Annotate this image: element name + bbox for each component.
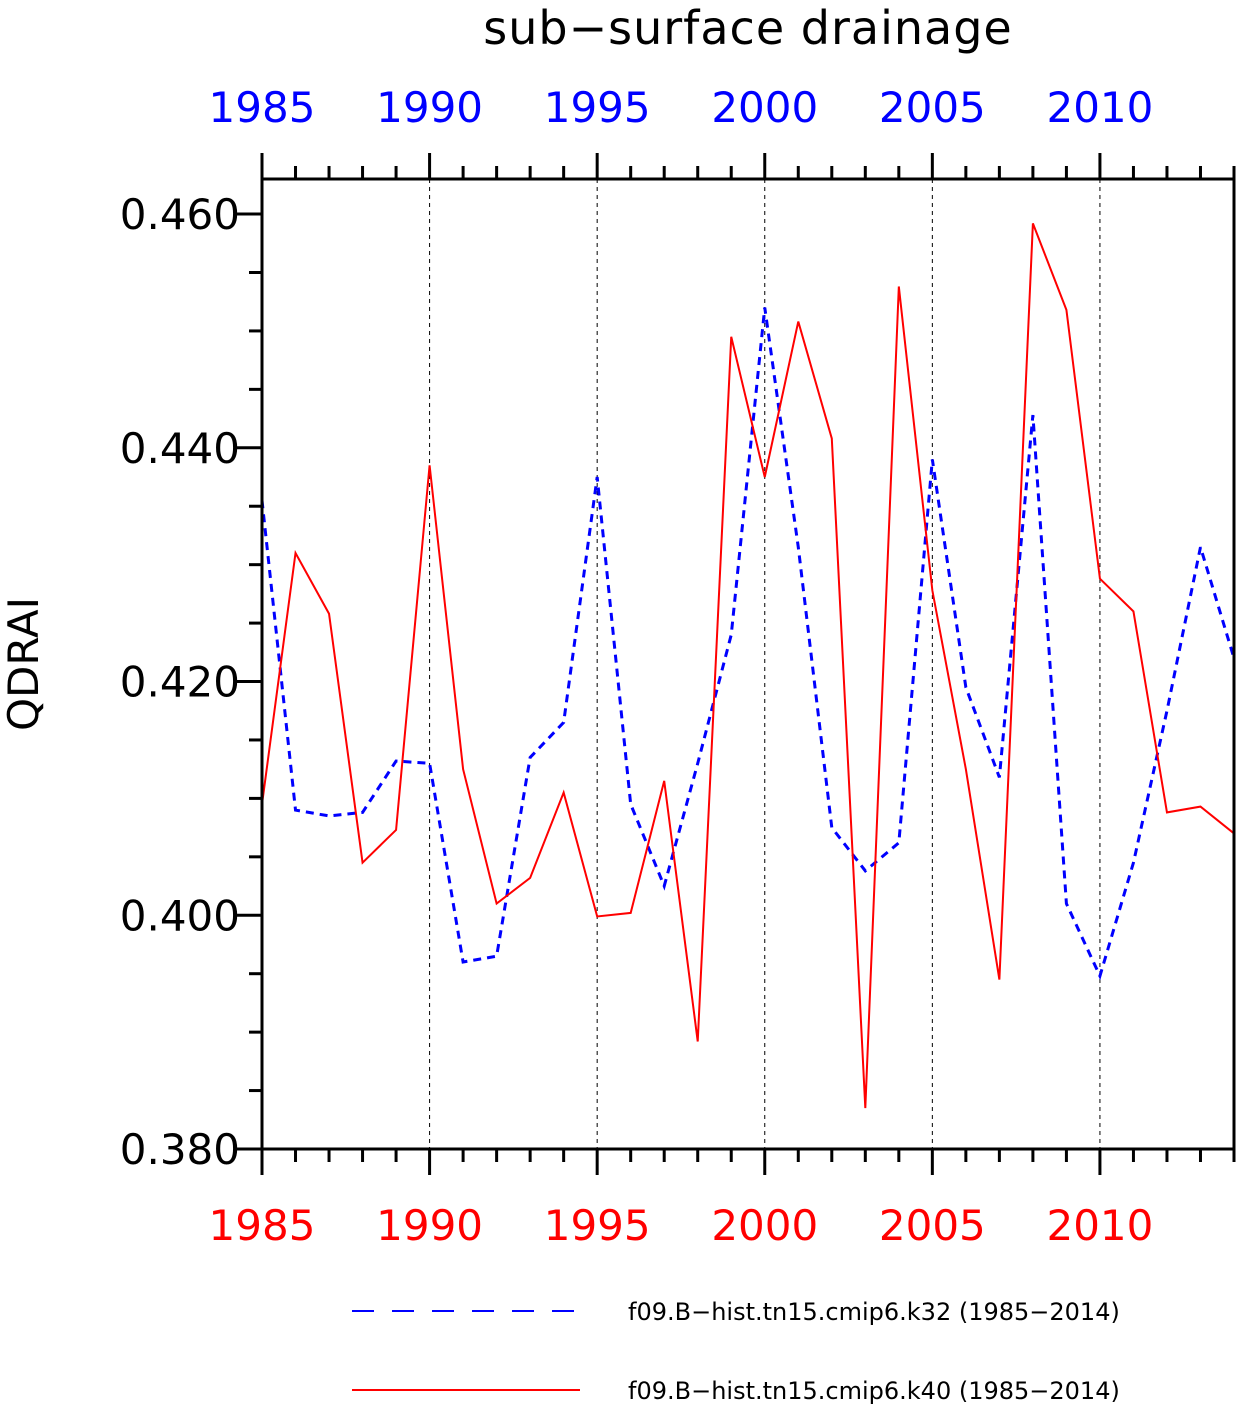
axis-ticks xyxy=(236,153,1236,1175)
grid-lines xyxy=(429,179,1101,1149)
bottom-x-tick-label: 2010 xyxy=(1046,1201,1153,1250)
chart-title: sub−surface drainage xyxy=(483,1,1012,55)
bottom-x-tick-label: 1995 xyxy=(544,1201,651,1250)
top-x-tick-label: 2005 xyxy=(879,83,986,132)
bottom-x-tick-labels: 1985 1990 1995 2000 2005 2010 xyxy=(209,1201,1154,1250)
legend-label-series-2: f09.B−hist.tn15.cmip6.k40 (1985−2014) xyxy=(628,1377,1120,1405)
bottom-x-tick-label: 2005 xyxy=(879,1201,986,1250)
y-tick-label: 0.460 xyxy=(120,190,240,239)
bottom-x-tick-label: 2000 xyxy=(711,1201,818,1250)
series-line-2 xyxy=(261,223,1235,1109)
legend-label-series-1: f09.B−hist.tn15.cmip6.k32 (1985−2014) xyxy=(628,1298,1120,1326)
top-x-tick-label: 2000 xyxy=(711,83,818,132)
top-x-tick-label: 1995 xyxy=(544,83,651,132)
legend: f09.B−hist.tn15.cmip6.k32 (1985−2014) f0… xyxy=(352,1298,1120,1405)
y-axis-label: QDRAI xyxy=(0,597,48,731)
top-x-tick-label: 1985 xyxy=(209,83,316,132)
top-x-tick-label: 2010 xyxy=(1046,83,1153,132)
bottom-x-tick-label: 1990 xyxy=(376,1201,483,1250)
y-tick-label: 0.400 xyxy=(120,891,240,940)
top-x-tick-label: 1990 xyxy=(376,83,483,132)
y-tick-label: 0.420 xyxy=(120,658,240,707)
series-lines xyxy=(260,223,1236,1109)
y-tick-labels: 0.380 0.400 0.420 0.440 0.460 xyxy=(120,190,240,1174)
bottom-x-tick-label: 1985 xyxy=(209,1201,316,1250)
y-tick-label: 0.440 xyxy=(120,424,240,473)
y-tick-label: 0.380 xyxy=(120,1125,240,1174)
series-line-1 xyxy=(260,307,1236,981)
top-x-tick-labels: 1985 1990 1995 2000 2005 2010 xyxy=(209,83,1154,132)
plot-frame xyxy=(260,177,1236,1151)
